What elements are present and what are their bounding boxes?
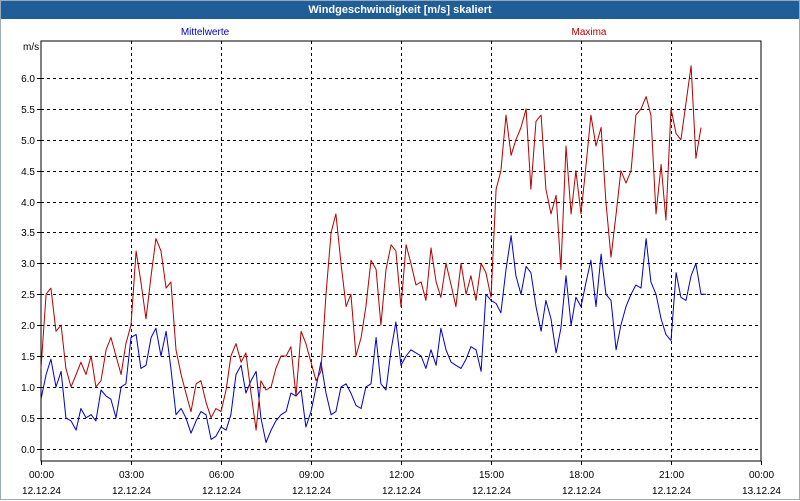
x-tick-date-label: 12.12.24: [472, 486, 511, 497]
x-tick-time-label: 00:00: [749, 470, 774, 481]
y-tick-label: 2.5: [21, 290, 35, 301]
y-axis-label: m/s: [23, 42, 39, 53]
x-tick-time-label: 06:00: [209, 470, 234, 481]
x-tick-time-label: 15:00: [479, 470, 504, 481]
x-tick-time-label: 21:00: [659, 470, 684, 481]
y-tick-label: 5.0: [21, 136, 35, 147]
chart-title: Windgeschwindigkeit [m/s] skaliert: [1, 1, 799, 19]
y-tick-label: 1.5: [21, 352, 35, 363]
x-tick-date-label: 13.12.24: [742, 486, 781, 497]
y-tick-label: 6.0: [21, 74, 35, 85]
x-tick-time-label: 18:00: [569, 470, 594, 481]
y-tick-label: 2.0: [21, 321, 35, 332]
x-tick-date-label: 12.12.24: [292, 486, 331, 497]
x-tick-date-label: 12.12.24: [382, 486, 421, 497]
y-tick-label: 4.5: [21, 167, 35, 178]
series-line-maxima: [40, 65, 702, 431]
legend-maxima: Maxima: [571, 27, 606, 38]
x-tick-time-label: 03:00: [119, 470, 144, 481]
y-tick-label: 3.0: [21, 259, 35, 270]
x-tick-date-label: 12.12.24: [652, 486, 691, 497]
y-tick-label: 0.5: [21, 414, 35, 425]
y-tick-label: 4.0: [21, 198, 35, 209]
x-tick-date-label: 12.12.24: [22, 486, 61, 497]
x-tick-time-label: 09:00: [299, 470, 324, 481]
x-tick-date-label: 12.12.24: [562, 486, 601, 497]
y-tick-label: 0.0: [21, 445, 35, 456]
y-tick-label: 1.0: [21, 383, 35, 394]
x-tick-date-label: 12.12.24: [112, 486, 151, 497]
series-line-mittelwerte: [40, 235, 707, 443]
x-tick-time-label: 12:00: [389, 470, 414, 481]
legend-mittelwerte: Mittelwerte: [181, 27, 230, 38]
x-tick-time-label: 00:00: [29, 470, 54, 481]
y-tick-label: 3.5: [21, 228, 35, 239]
x-tick-date-label: 12.12.24: [202, 486, 241, 497]
y-tick-label: 5.5: [21, 105, 35, 116]
